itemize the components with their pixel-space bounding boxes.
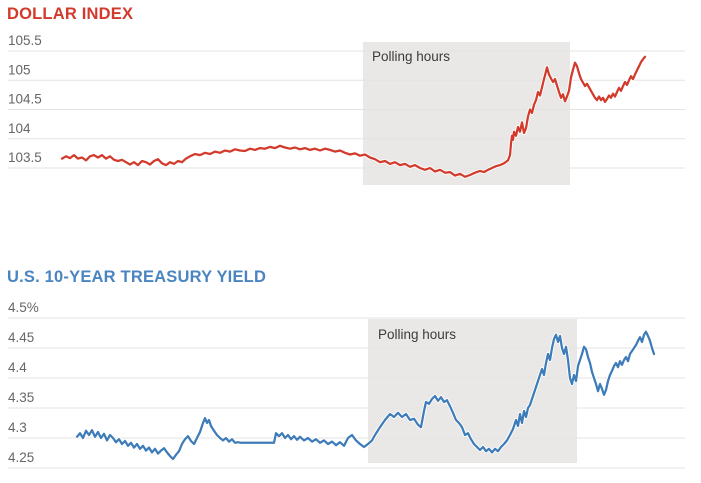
polling-hours-label: Polling hours xyxy=(372,49,450,64)
y-axis-labels: 4.5% 4.45 4.4 4.35 4.3 4.25 xyxy=(8,300,39,465)
chart-title-dollar-index: DOLLAR INDEX xyxy=(7,5,134,23)
polling-hours-region xyxy=(363,42,570,185)
gridlines xyxy=(8,317,685,469)
y-tick-label: 4.35 xyxy=(8,390,34,405)
dollar-index-plot: 105.5 105 104.5 104 103.5 Polling hours xyxy=(8,33,685,185)
y-tick-label: 4.45 xyxy=(8,330,34,345)
gridlines xyxy=(8,50,685,169)
y-tick-label: 105 xyxy=(8,62,31,77)
price-line xyxy=(60,55,647,178)
y-tick-label: 4.4 xyxy=(8,360,27,375)
treasury-yield-plot: 4.5% 4.45 4.4 4.35 4.3 4.25 Polling hours xyxy=(8,300,685,469)
y-tick-label: 4.5% xyxy=(8,300,39,315)
polling-hours-label: Polling hours xyxy=(378,327,456,342)
y-tick-label: 4.25 xyxy=(8,450,34,465)
chart-title-treasury-yield: U.S. 10-YEAR TREASURY YIELD xyxy=(7,268,267,286)
y-tick-label: 104.5 xyxy=(8,92,42,107)
y-tick-label: 4.3 xyxy=(8,420,27,435)
y-tick-label: 103.5 xyxy=(8,150,42,165)
y-axis-labels: 105.5 105 104.5 104 103.5 xyxy=(8,33,42,165)
price-line xyxy=(75,330,656,461)
y-tick-label: 104 xyxy=(8,121,31,136)
y-tick-label: 105.5 xyxy=(8,33,42,48)
